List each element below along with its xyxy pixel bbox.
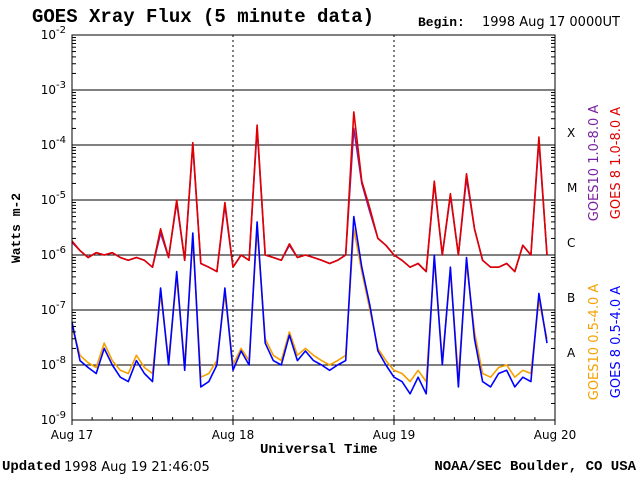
legend-entry: GOES 8 0.5-4.0 A [609, 286, 624, 398]
updated-value: 1998 Aug 19 21:46:05 [64, 460, 210, 475]
begin-label: Begin: [418, 15, 465, 30]
begin-value: 1998 Aug 17 0000UT [482, 15, 620, 30]
plot-frame [71, 34, 556, 421]
series-layer [71, 111, 548, 395]
y-tick-label: 10-6 [41, 245, 66, 262]
flux-gridlines [72, 89, 555, 366]
x-axis-ticks: Aug 17 Aug 18 Aug 19 Aug 20 [51, 417, 577, 442]
x-tick-label: Aug 17 [51, 428, 94, 442]
y-tick-label: 10-5 [41, 190, 66, 207]
source-credit: NOAA/SEC Boulder, CO USA [434, 459, 636, 475]
updated-label: Updated [2, 459, 61, 475]
series-goes-8-1-0-8-0-a [71, 111, 548, 273]
series-goes10-0-5-4-0-a [71, 228, 548, 383]
chart-title: GOES Xray Flux (5 minute data) [32, 6, 375, 28]
y-tick-label: 10-8 [41, 355, 66, 372]
y-tick-label: 10-7 [41, 300, 66, 317]
series-goes-8-0-5-4-0-a [71, 215, 548, 395]
flare-class-A: A [567, 346, 576, 360]
flare-class-B: B [567, 291, 575, 305]
x-tick-label: Aug 18 [212, 428, 255, 442]
flare-class-X: X [567, 126, 575, 140]
x-tick-label: Aug 19 [373, 428, 416, 442]
legend-entry: GOES 8 1.0-8.0 A [609, 107, 624, 219]
flare-class-labels: A B C M X [567, 126, 577, 360]
x-tick-label: Aug 20 [534, 428, 577, 442]
y-tick-label: 10-9 [41, 410, 66, 427]
y-axis-label: Watts m-2 [9, 193, 24, 263]
y-tick-label: 10-4 [41, 135, 66, 152]
legend: GOES10 1.0-8.0 A GOES 8 1.0-8.0 A GOES10 0… [587, 105, 624, 401]
y-tick-label: 10-2 [41, 25, 66, 42]
legend-entry: GOES10 1.0-8.0 A [587, 105, 602, 222]
y-tick-label: 10-3 [41, 80, 66, 97]
legend-entry: GOES10 0.5-4.0 A [587, 284, 602, 401]
x-axis-label: Universal Time [260, 442, 378, 458]
flare-class-M: M [567, 181, 577, 195]
flare-class-C: C [567, 236, 575, 250]
y-axis-ticks: 10-9 10-8 10-7 10-6 10-5 10-4 10-3 10-2 [41, 25, 555, 427]
day-separators [232, 35, 395, 420]
